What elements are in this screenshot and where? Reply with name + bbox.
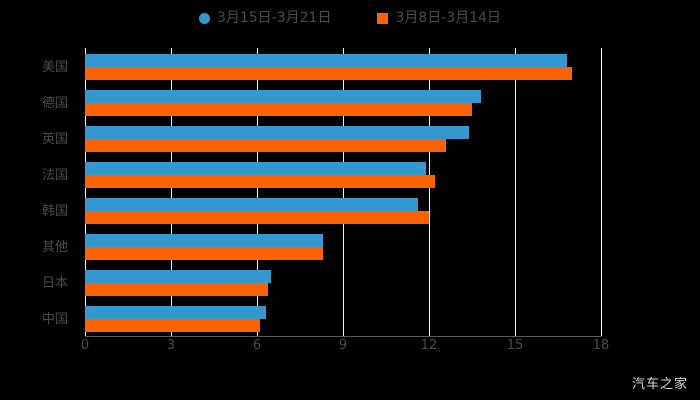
bar-group — [85, 90, 601, 116]
bar[interactable] — [85, 211, 429, 224]
bar-group — [85, 54, 601, 80]
gridline — [343, 48, 344, 336]
y-axis-labels: 美国德国英国法国韩国其他日本中国 — [0, 48, 78, 336]
y-axis-label: 韩国 — [41, 203, 68, 219]
bar-group — [85, 198, 601, 224]
x-axis-tick-label: 12 — [420, 338, 438, 353]
gridline — [515, 48, 516, 336]
bar[interactable] — [85, 90, 481, 103]
bar[interactable] — [85, 162, 427, 175]
bar[interactable] — [85, 54, 567, 67]
y-axis-label: 英国 — [41, 131, 68, 147]
x-axis-tick-label: 15 — [506, 338, 524, 353]
y-axis-label: 法国 — [41, 167, 68, 183]
plot-area — [85, 48, 602, 336]
bar[interactable] — [85, 139, 447, 152]
x-axis-line — [85, 336, 602, 337]
gridline — [85, 48, 86, 336]
gridline — [429, 48, 430, 336]
x-axis-tick-label: 9 — [338, 338, 348, 353]
bar[interactable] — [85, 283, 269, 296]
bar[interactable] — [85, 175, 435, 188]
bar[interactable] — [85, 306, 266, 319]
gridline — [171, 48, 172, 336]
legend-item-label: 3月8日-3月14日 — [395, 10, 502, 26]
bar-group — [85, 162, 601, 188]
y-axis-label: 日本 — [41, 275, 68, 291]
x-axis-tick-label: 18 — [592, 338, 610, 353]
gridline — [601, 48, 602, 336]
x-axis-tick-labels: 0 3 6 9 12 15 18 — [0, 338, 700, 358]
x-axis-tick-label: 6 — [252, 338, 262, 353]
bar-group — [85, 306, 601, 332]
bar[interactable] — [85, 319, 260, 332]
bar[interactable] — [85, 103, 472, 116]
bar-group — [85, 234, 601, 260]
legend-square-icon — [377, 12, 389, 24]
y-axis-label: 中国 — [41, 311, 68, 327]
bar-group — [85, 270, 601, 296]
bar[interactable] — [85, 67, 573, 80]
y-axis-label: 其他 — [41, 239, 68, 255]
legend-item-label: 3月15日-3月21日 — [216, 10, 332, 26]
y-axis-label: 德国 — [41, 95, 68, 111]
legend-item[interactable]: 3月8日-3月14日 — [377, 11, 501, 25]
chart-legend: 3月15日-3月21日 3月8日-3月14日 — [0, 6, 700, 30]
legend-item[interactable]: 3月15日-3月21日 — [198, 10, 332, 26]
x-axis-tick-label: 3 — [166, 338, 176, 353]
watermark-text: 汽车之家 — [631, 377, 688, 392]
bar[interactable] — [85, 198, 418, 211]
bar[interactable] — [85, 126, 470, 139]
bar[interactable] — [85, 247, 323, 260]
bar[interactable] — [85, 270, 272, 283]
bar-groups — [85, 48, 601, 336]
bar-group — [85, 126, 601, 152]
gridline — [257, 48, 258, 336]
x-axis-tick-label: 0 — [80, 338, 90, 353]
y-axis-label: 美国 — [41, 59, 68, 75]
legend-dot-icon — [198, 12, 210, 24]
bar[interactable] — [85, 234, 323, 247]
